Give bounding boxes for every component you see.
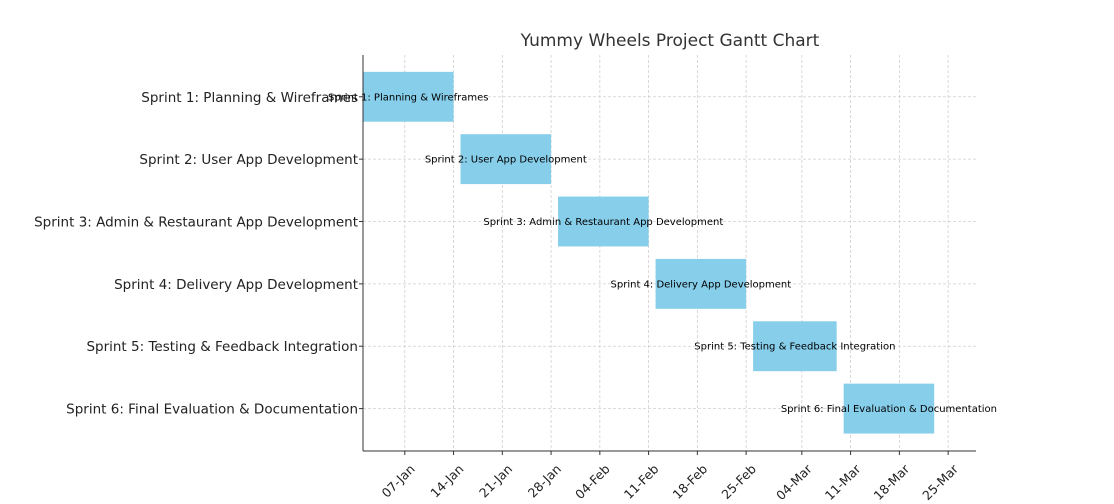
x-tick-label: 07-Jan [379, 461, 418, 500]
x-tick-label: 04-Feb [572, 461, 613, 502]
bars-layer [363, 71, 935, 434]
y-tick-label: Sprint 6: Final Evaluation & Documentati… [66, 402, 358, 418]
x-tick-label: 18-Mar [871, 461, 913, 503]
bar-label: Sprint 2: User App Development [425, 155, 587, 166]
task-bar [558, 196, 649, 247]
y-tick-label: Sprint 3: Admin & Restaurant App Develop… [34, 215, 358, 231]
task-bar [843, 383, 935, 434]
x-tick-label: 21-Jan [476, 461, 515, 500]
task-bar [753, 321, 837, 372]
task-bar [363, 71, 454, 122]
y-tick-label: Sprint 4: Delivery App Development [114, 277, 358, 293]
task-bar [460, 134, 552, 185]
x-tick-label: 28-Jan [525, 461, 564, 500]
x-tick-label: 11-Feb [621, 461, 662, 502]
x-tick-label: 25-Feb [718, 461, 759, 502]
grid-layer [363, 55, 976, 451]
y-tick-label: Sprint 5: Testing & Feedback Integration [86, 339, 358, 355]
bar-label: Sprint 4: Delivery App Development [611, 279, 792, 290]
bar-label: Sprint 5: Testing & Feedback Integration [694, 342, 895, 353]
x-tick-label: 18-Feb [670, 461, 711, 502]
x-tick-label: 04-Mar [773, 461, 815, 503]
bar-label: Sprint 3: Admin & Restaurant App Develop… [483, 217, 723, 228]
bar-label: Sprint 1: Planning & Wireframes [328, 92, 489, 103]
y-tick-label: Sprint 2: User App Development [139, 152, 358, 168]
axes-layer [359, 55, 976, 455]
task-bar [655, 258, 747, 309]
chart-title: Yummy Wheels Project Gantt Chart [520, 31, 820, 51]
x-tick-label: 14-Jan [427, 461, 466, 500]
bar-label: Sprint 6: Final Evaluation & Documentati… [781, 404, 997, 415]
x-tick-label: 25-Mar [919, 461, 961, 503]
x-tick-label: 11-Mar [822, 461, 864, 503]
y-tick-label: Sprint 1: Planning & Wireframes [141, 90, 358, 106]
